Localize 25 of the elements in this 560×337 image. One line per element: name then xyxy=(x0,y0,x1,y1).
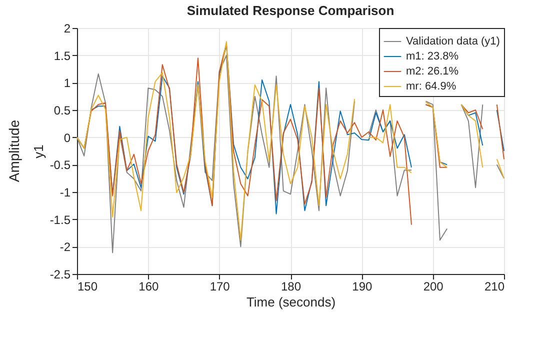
y-tick-label: 1 xyxy=(64,76,71,90)
y-tick-label: -1.5 xyxy=(50,212,71,227)
y-tick-label: -1 xyxy=(60,186,71,200)
legend-label: m2: 26.1% xyxy=(406,66,459,78)
chart-title: Simulated Response Comparison xyxy=(186,3,394,18)
x-tick-label: 150 xyxy=(78,280,98,294)
x-axis-title: Time (seconds) xyxy=(246,294,336,310)
y-tick-label: 1.5 xyxy=(54,48,71,63)
x-tick-label: 210 xyxy=(484,280,505,294)
x-tick-label: 170 xyxy=(210,280,230,294)
x-tick-label: 180 xyxy=(280,280,302,294)
legend-label: mr: 64.9% xyxy=(406,80,456,92)
y-tick-label: 2 xyxy=(64,22,71,36)
y-tick-label: -0.5 xyxy=(50,158,71,172)
legend-label: m1: 23.8% xyxy=(406,50,459,62)
y-tick-label: 0 xyxy=(64,130,71,145)
y-tick-label: 0.5 xyxy=(54,104,71,118)
x-tick-label: 160 xyxy=(138,280,159,294)
text: Amplitude xyxy=(6,120,22,182)
y-tick-label: -2 xyxy=(60,240,71,254)
legend-label: Validation data (y1) xyxy=(406,36,500,48)
x-tick-label: 190 xyxy=(352,280,372,294)
x-tick-label: 200 xyxy=(423,280,444,294)
y-tick-label: -2.5 xyxy=(50,268,71,282)
y-axis-title: y1 xyxy=(30,144,46,158)
